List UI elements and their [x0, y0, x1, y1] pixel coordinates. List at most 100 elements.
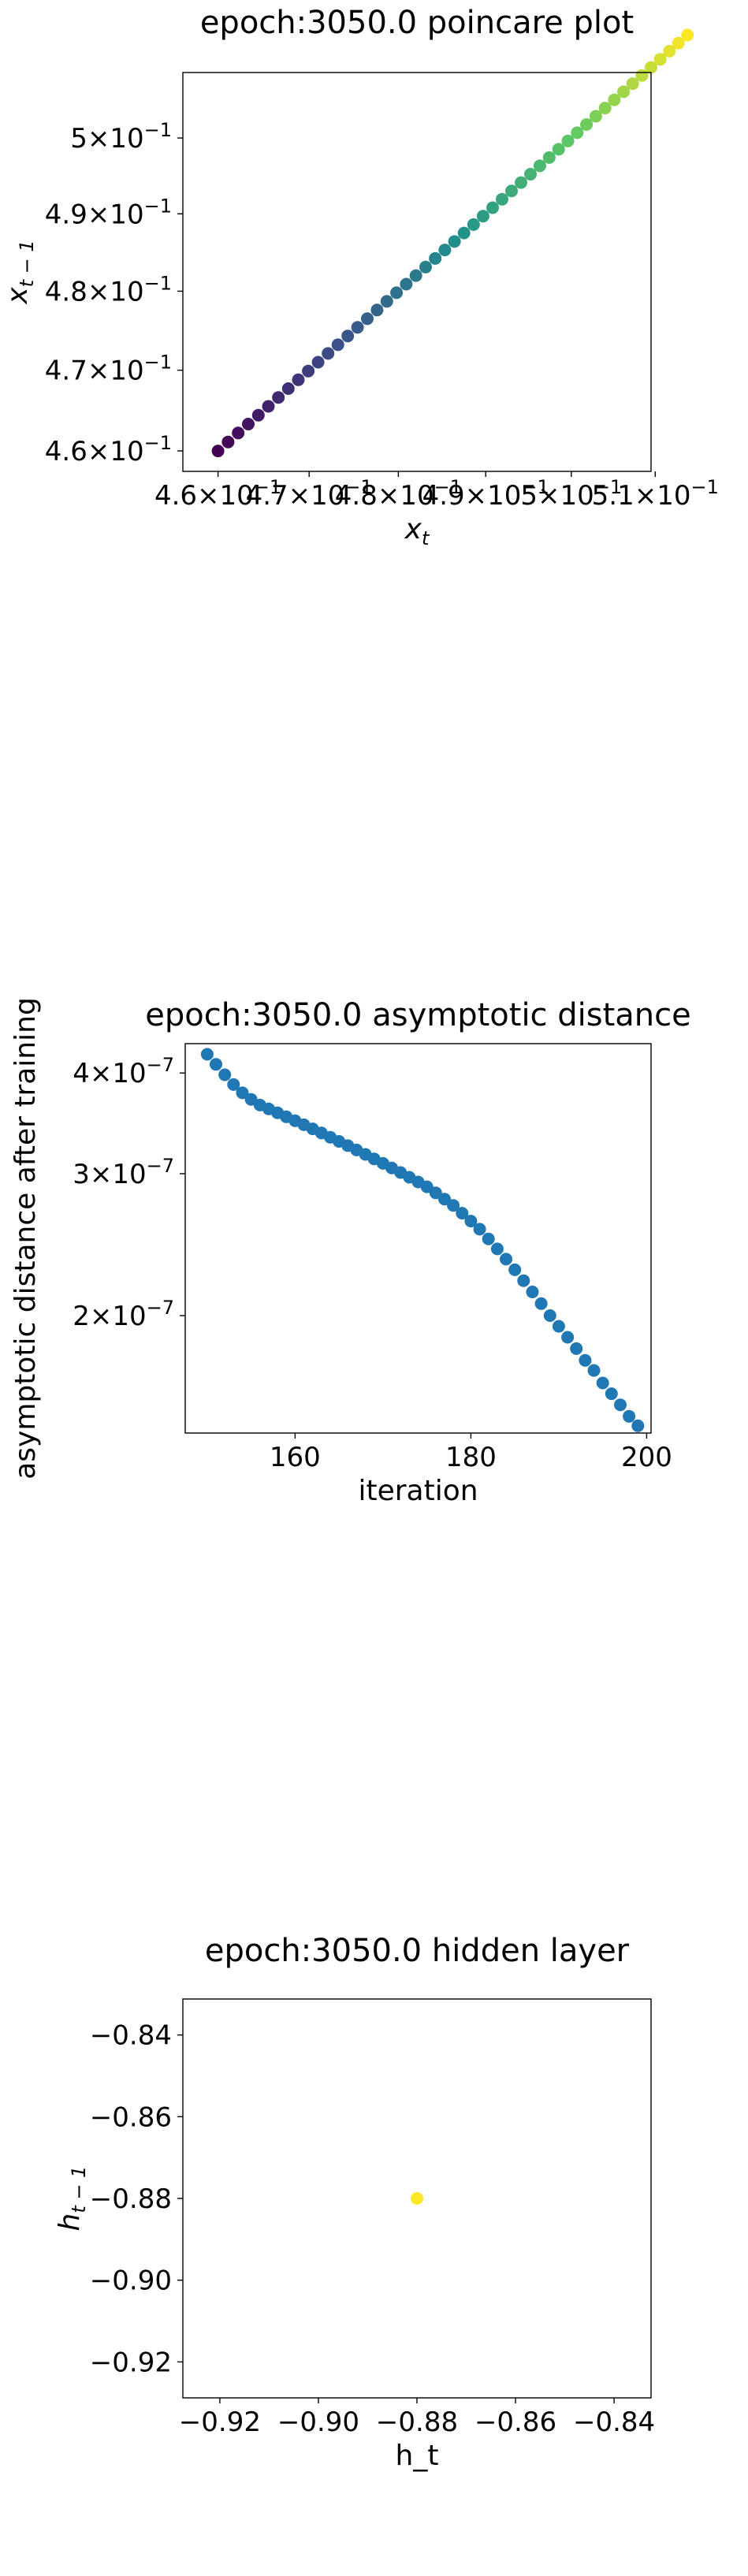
data-point: [500, 1253, 512, 1266]
y-tick-label: 4.9×10−1: [45, 195, 172, 230]
data-point: [456, 1207, 469, 1220]
x-tick-label: 5.1×10−1: [592, 476, 719, 512]
data-point: [505, 184, 518, 198]
chart-3: epoch:3050.0 hidden layer −0.92 −0.90 −0.88…: [54, 1933, 655, 2472]
chart-title: epoch:3050.0 asymptotic distance: [145, 997, 691, 1033]
x-axis-label: h_t: [396, 2440, 439, 2472]
y-tick-label: 4.6×10−1: [45, 432, 172, 467]
x-tick-label: 5×10−1: [520, 476, 622, 512]
data-point: [236, 1086, 249, 1100]
data-point: [351, 321, 364, 334]
data-point: [561, 134, 575, 147]
y-axis-label: xt − 1: [2, 240, 38, 304]
plot-frame: [184, 1043, 652, 1434]
x-axis: −0.92 −0.90 −0.88 −0.86 −0.84: [179, 2398, 655, 2438]
data-points: [200, 1048, 645, 1432]
data-point: [447, 1199, 460, 1212]
data-point: [251, 408, 265, 422]
data-point: [400, 277, 413, 291]
x-tick-label: −0.86: [474, 2407, 556, 2438]
y-tick-label: 2×10−7: [73, 1297, 174, 1332]
x-tick-label: −0.88: [376, 2407, 458, 2438]
y-axis: −0.84 −0.86 −0.88 −0.90 −0.92: [90, 2020, 183, 2378]
data-point: [419, 260, 432, 274]
data-point: [341, 329, 355, 343]
y-tick-label: 4.7×10−1: [45, 352, 172, 387]
y-tick-label: 4×10−7: [73, 1054, 174, 1089]
data-point: [579, 1353, 592, 1367]
data-point: [526, 1286, 539, 1298]
data-point: [614, 1398, 627, 1412]
data-point: [409, 269, 422, 282]
data-point: [571, 126, 584, 140]
data-point: [517, 1274, 530, 1287]
y-tick-label: −0.92: [90, 2347, 172, 2378]
data-point: [589, 110, 602, 123]
y-tick-label: −0.88: [90, 2183, 172, 2215]
data-point: [390, 286, 404, 300]
data-point: [681, 28, 694, 42]
data-point: [552, 143, 565, 156]
data-point: [227, 1078, 240, 1091]
data-point: [605, 1387, 618, 1401]
data-point: [311, 356, 325, 369]
x-tick-label: −0.84: [573, 2407, 655, 2438]
data-points: [411, 2192, 423, 2205]
y-tick-label: 3×10−7: [73, 1155, 174, 1190]
data-point: [473, 1223, 486, 1236]
data-point: [232, 426, 245, 440]
data-point: [302, 364, 315, 378]
x-tick-label: 4.9×10−1: [422, 476, 549, 512]
data-point: [218, 1068, 232, 1081]
y-tick-label: −0.90: [90, 2265, 172, 2297]
data-point: [490, 1242, 504, 1256]
data-point: [467, 218, 480, 231]
plot-frame: [182, 72, 652, 472]
data-point: [508, 1263, 522, 1276]
data-points: [211, 28, 694, 458]
data-point: [438, 1193, 451, 1206]
x-tick-label: 160: [270, 1442, 321, 1473]
x-axis: 160 180 200: [270, 1433, 672, 1473]
data-point: [281, 382, 295, 395]
data-point: [429, 251, 442, 265]
data-point: [645, 61, 657, 74]
data-point: [476, 210, 489, 223]
chart-title: epoch:3050.0 hidden layer: [205, 1933, 630, 1969]
data-point: [457, 226, 471, 240]
data-point: [438, 244, 452, 257]
data-point: [482, 1232, 495, 1245]
chart-2: epoch:3050.0 asymptotic distance 160 180 20…: [9, 997, 691, 1507]
data-point: [608, 93, 621, 106]
data-point: [221, 435, 235, 449]
x-tick-label: 4.6×10−1: [154, 476, 281, 512]
y-axis: 4.6×10−1 4.7×10−1 4.8×10−1 4.9×10−1 5×10−1: [45, 119, 183, 467]
data-point: [587, 1364, 601, 1377]
data-point: [272, 391, 285, 404]
y-tick-label: 5×10−1: [70, 119, 172, 154]
data-point: [420, 1180, 434, 1193]
data-point: [211, 445, 225, 458]
y-axis-label: ht − 1: [54, 2166, 90, 2232]
y-axis-label: asymptotic distance after training: [9, 997, 42, 1480]
data-point: [598, 102, 612, 115]
x-tick-label: 180: [445, 1442, 497, 1473]
data-point: [626, 77, 639, 91]
y-tick-label: −0.84: [90, 2020, 172, 2052]
chart-1: epoch:3050.0 poincare plot4.6×10−14.7×10…: [2, 5, 719, 549]
x-axis: 4.6×10−14.7×10−14.8×10−14.9×10−15×10−15.…: [154, 471, 719, 512]
data-point: [515, 176, 527, 189]
data-point: [534, 1297, 548, 1310]
data-point: [552, 1320, 565, 1333]
data-point: [486, 201, 499, 214]
chart-title: epoch:3050.0 poincare plot: [200, 5, 634, 41]
data-point: [496, 192, 508, 206]
data-point: [561, 1331, 575, 1344]
y-axis: 2×10−7 3×10−7 4×10−7: [73, 1054, 185, 1332]
data-point: [524, 168, 537, 181]
data-point: [331, 338, 344, 352]
data-point: [580, 118, 594, 131]
data-point: [361, 312, 374, 326]
data-point: [322, 347, 335, 360]
